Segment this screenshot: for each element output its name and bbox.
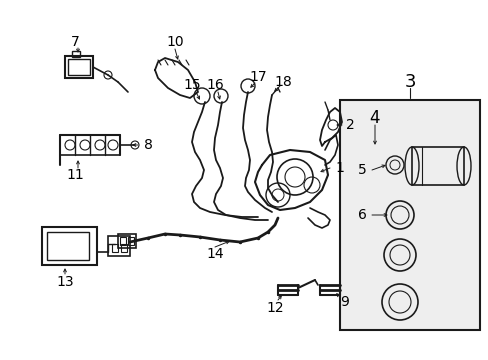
Bar <box>47 232 89 260</box>
Text: 13: 13 <box>56 275 74 289</box>
Bar <box>42 227 97 265</box>
Text: 3: 3 <box>404 73 415 91</box>
Text: 16: 16 <box>206 78 224 92</box>
Text: 1: 1 <box>335 161 344 175</box>
Bar <box>65 56 93 78</box>
Bar <box>118 234 136 248</box>
Bar <box>411 147 463 185</box>
Bar <box>339 100 479 330</box>
Text: 4: 4 <box>369 109 380 127</box>
Text: 5: 5 <box>357 163 366 177</box>
Text: 12: 12 <box>265 301 283 315</box>
Text: 9: 9 <box>340 295 349 309</box>
Text: 8: 8 <box>143 138 152 152</box>
Bar <box>68 59 90 75</box>
Bar <box>112 244 118 252</box>
Bar <box>108 236 130 256</box>
Text: 6: 6 <box>357 208 366 222</box>
Text: 14: 14 <box>206 247 224 261</box>
Bar <box>121 244 127 252</box>
Bar <box>72 51 80 57</box>
Text: 2: 2 <box>345 118 354 132</box>
Text: 15: 15 <box>183 78 201 92</box>
Text: 11: 11 <box>66 168 84 182</box>
Bar <box>120 237 126 245</box>
Text: 10: 10 <box>166 35 183 49</box>
Text: 17: 17 <box>249 70 266 84</box>
Bar <box>128 237 134 245</box>
Text: 18: 18 <box>274 75 291 89</box>
Text: 7: 7 <box>70 35 79 49</box>
